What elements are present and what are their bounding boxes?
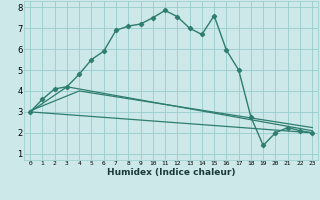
X-axis label: Humidex (Indice chaleur): Humidex (Indice chaleur) <box>107 168 236 177</box>
